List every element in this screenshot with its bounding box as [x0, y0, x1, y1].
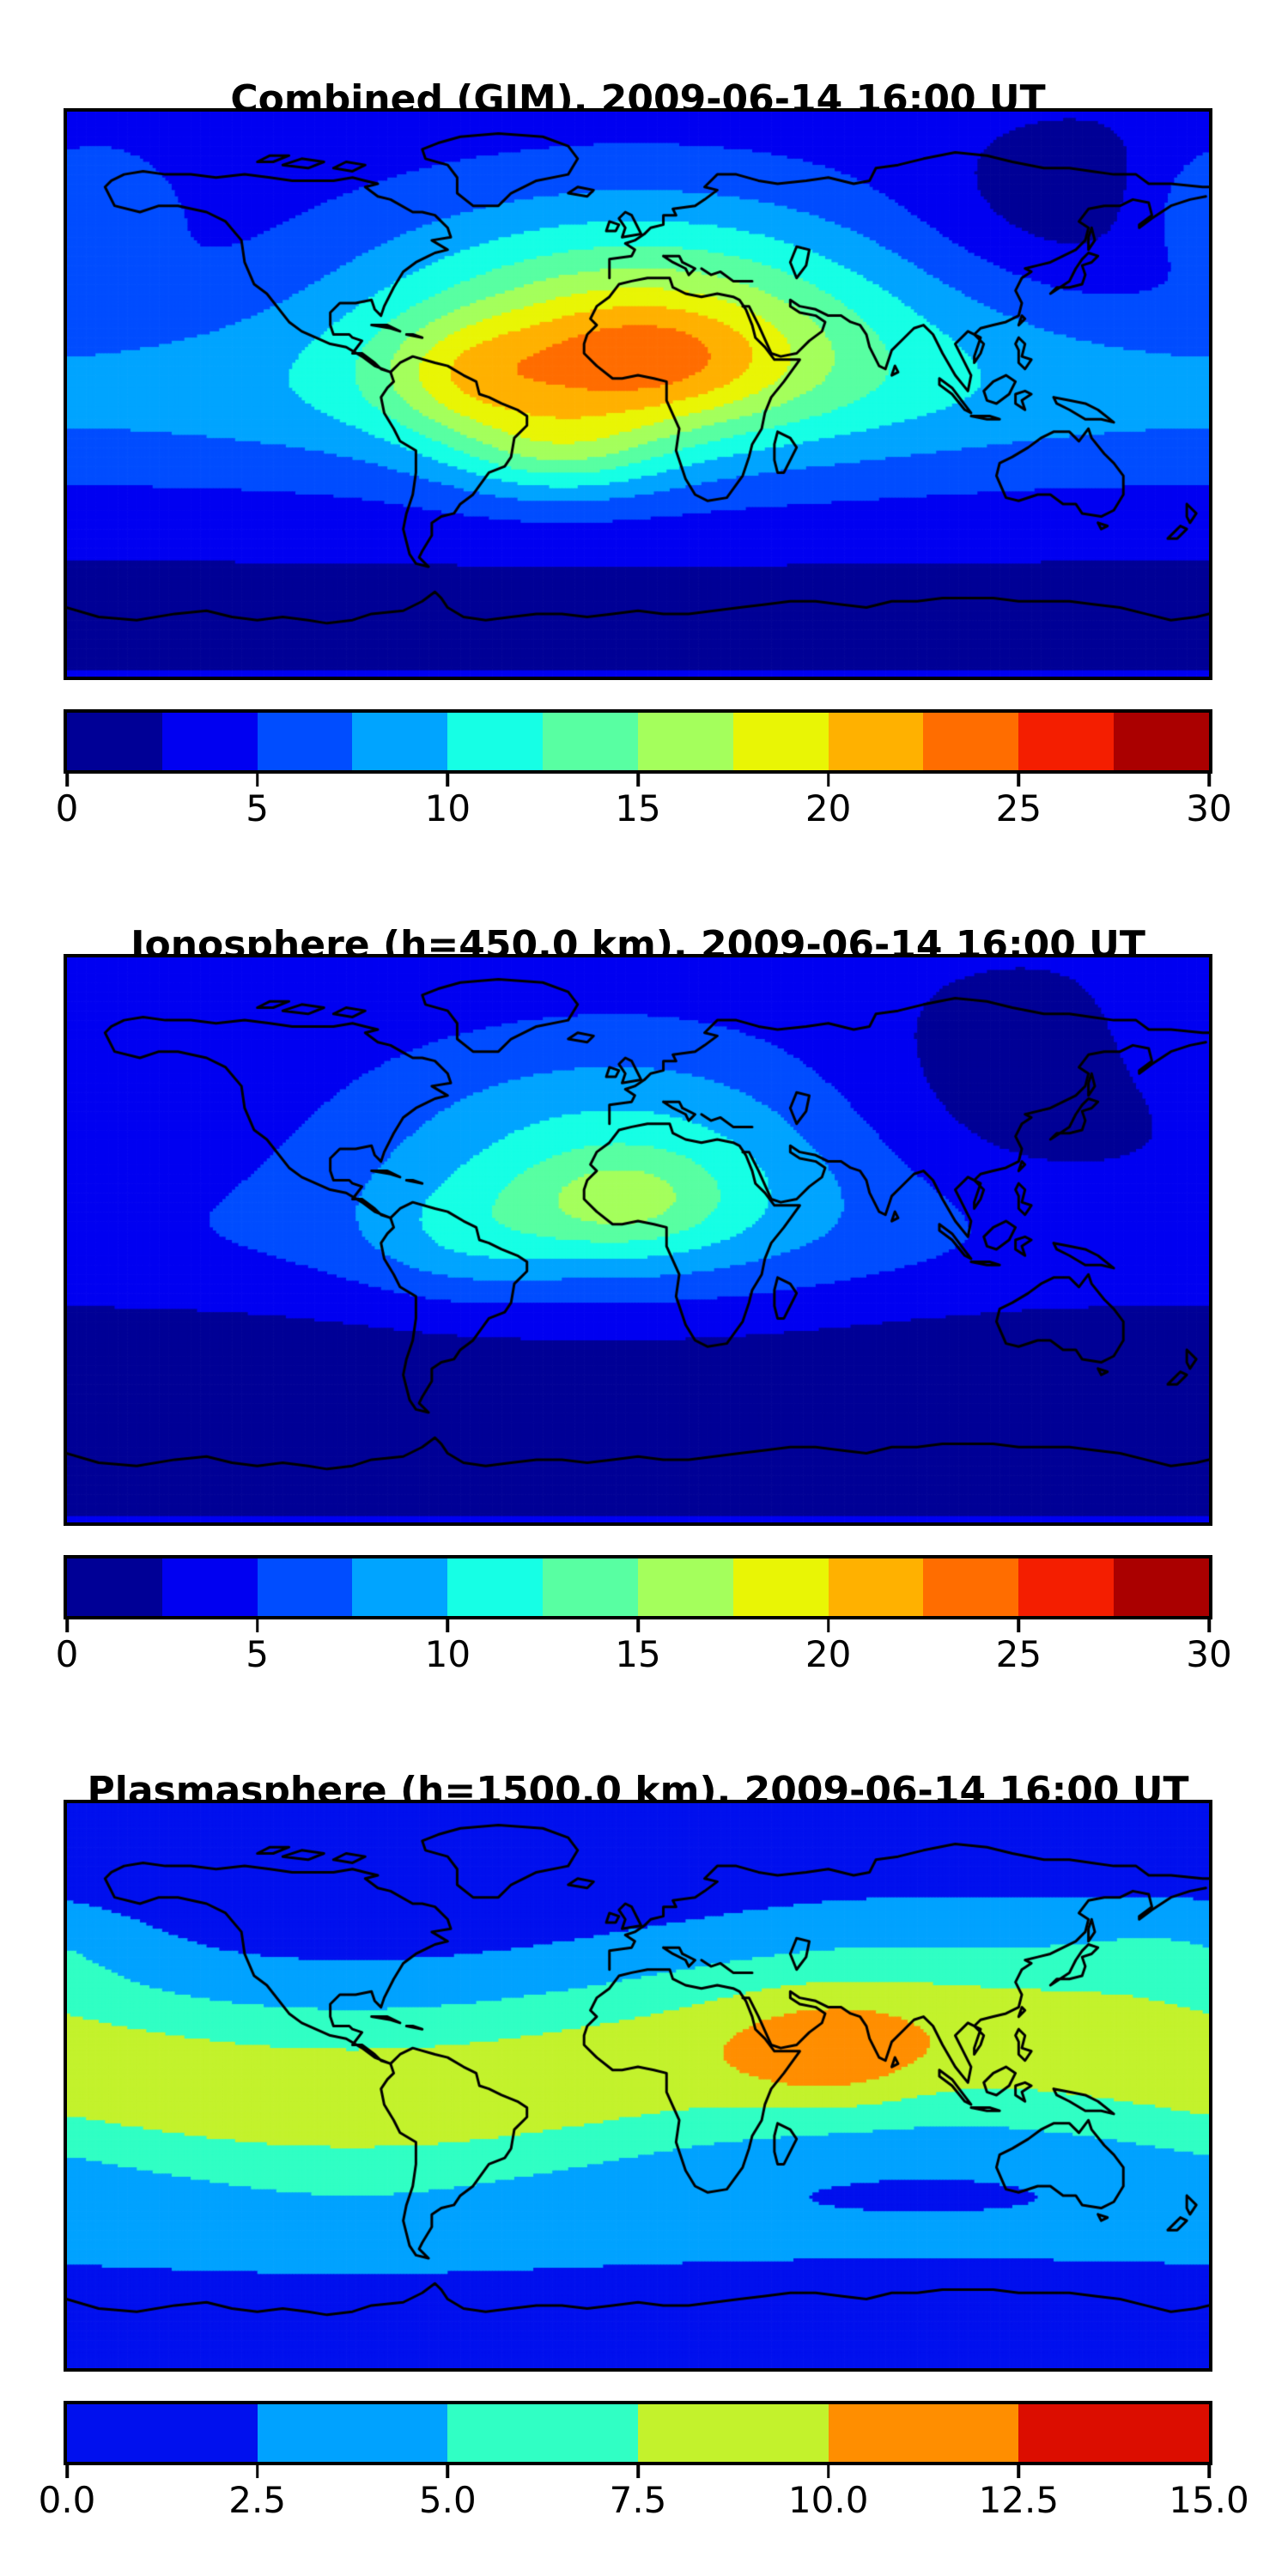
colorbar-tick-mark — [65, 2465, 69, 2478]
colorbar-labels-combined: 0 5 10 15 20 25 30 — [56, 787, 1232, 835]
colorbar-tick-mark — [636, 1619, 640, 1632]
colorbar-segment — [637, 713, 733, 770]
colorbar-segment — [732, 713, 829, 770]
colorbar-tick-mark — [1017, 2465, 1021, 2478]
colorbar-tick-label: 15 — [615, 787, 661, 829]
colorbar-segment — [543, 713, 638, 770]
colorbar-segment — [352, 1558, 448, 1616]
colorbar-tick-mark — [636, 774, 640, 787]
colorbar-tick-mark — [1207, 2465, 1211, 2478]
colorbar-swatches-ionosphere — [67, 1558, 1209, 1616]
colorbar-segment — [257, 713, 353, 770]
colorbar-tick-label: 10 — [424, 1633, 471, 1675]
colorbar-segment — [257, 1558, 353, 1616]
colorbar-tick-label: 15 — [615, 1633, 661, 1675]
panel-combined: Combined (GIM), 2009-06-14 16:00 UT 0 5 10… — [0, 0, 1288, 846]
colorbar-segment — [923, 713, 1019, 770]
colorbar-tick-mark — [446, 774, 450, 787]
colorbar-tick-mark — [1017, 774, 1021, 787]
colorbar-tick-label: 25 — [995, 787, 1042, 829]
colorbar-segment — [1114, 713, 1209, 770]
colorbar-tick-label: 0 — [55, 1633, 79, 1675]
colorbar-tick-mark — [65, 774, 69, 787]
panel-ionosphere: Ionosphere (h=450.0 km), 2009-06-14 16:0… — [0, 0, 1288, 1675]
colorbar-tick-mark — [255, 774, 259, 787]
colorbar-segment — [67, 2404, 258, 2462]
colorbar-tick-label: 30 — [1186, 1633, 1232, 1675]
colorbar-segment — [447, 2404, 639, 2462]
colorbar-tick-mark — [1017, 1619, 1021, 1632]
colorbar-segment — [923, 1558, 1019, 1616]
colorbar-tick-label: 5 — [246, 1633, 270, 1675]
colorbar-swatches-combined — [67, 713, 1209, 770]
plasmasphere-map-canvas — [67, 1803, 1209, 2368]
colorbar-tick-mark — [65, 1619, 69, 1632]
colorbar-tick-label: 5.0 — [418, 2479, 477, 2521]
colorbar-segment — [828, 713, 924, 770]
colorbar-segment — [257, 2404, 448, 2462]
colorbar-segment — [828, 2404, 1019, 2462]
colorbar-segment — [161, 1558, 258, 1616]
colorbar-segment — [1018, 713, 1115, 770]
colorbar-tick-label: 15.0 — [1169, 2479, 1249, 2521]
colorbar-segment — [828, 1558, 924, 1616]
colorbar-tick-label: 5 — [246, 787, 270, 829]
combined-map-canvas — [67, 112, 1209, 677]
colorbar-segment — [637, 1558, 733, 1616]
colorbar-segment — [543, 1558, 638, 1616]
colorbar-segment — [67, 1558, 162, 1616]
colorbar-tick-mark — [446, 1619, 450, 1632]
colorbar-tick-mark — [446, 2465, 450, 2478]
colorbar-ticks-plasmasphere — [65, 2465, 1211, 2480]
colorbar-segment — [447, 713, 544, 770]
colorbar-tick-mark — [255, 1619, 259, 1632]
colorbar-tick-mark — [1207, 774, 1211, 787]
colorbar-tick-label: 30 — [1186, 787, 1232, 829]
colorbar-tick-mark — [1207, 1619, 1211, 1632]
colorbar-segment — [352, 713, 448, 770]
colorbar-tick-label: 12.5 — [978, 2479, 1060, 2521]
colorbar-segment — [161, 713, 258, 770]
colorbar-segment — [732, 1558, 829, 1616]
colorbar-swatches-plasmasphere — [67, 2404, 1210, 2462]
colorbar-tick-label: 25 — [995, 1633, 1042, 1675]
colorbar-segment — [1018, 2404, 1210, 2462]
colorbar-tick-label: 20 — [805, 787, 852, 829]
ionosphere-map-canvas — [67, 957, 1209, 1522]
colorbar-tick-label: 10 — [424, 787, 471, 829]
colorbar-segment — [447, 1558, 544, 1616]
colorbar-tick-mark — [826, 774, 830, 787]
colorbar-segment — [638, 2404, 829, 2462]
colorbar-tick-label: 7.5 — [609, 2479, 667, 2521]
colorbar-tick-label: 20 — [805, 1633, 852, 1675]
colorbar-tick-label: 2.5 — [228, 2479, 287, 2521]
colorbar-segment — [1018, 1558, 1115, 1616]
panel-plasmasphere: Plasmasphere (h=1500.0 km), 2009-06-14 1… — [0, 0, 1288, 2521]
colorbar-ticks-combined — [65, 774, 1211, 788]
colorbar-segment — [67, 713, 162, 770]
colorbar-tick-mark — [826, 2465, 830, 2478]
colorbar-tick-mark — [255, 2465, 259, 2478]
colorbar-tick-label: 10.0 — [787, 2479, 869, 2521]
colorbar-labels-plasmasphere: 0.0 2.5 5.0 7.5 10.0 12.5 15.0 — [39, 2478, 1249, 2526]
colorbar-labels-ionosphere: 0 5 10 15 20 25 30 — [56, 1632, 1232, 1680]
colorbar-tick-mark — [636, 2465, 640, 2478]
colorbar-tick-mark — [826, 1619, 830, 1632]
colorbar-segment — [1114, 1558, 1209, 1616]
colorbar-ticks-ionosphere — [65, 1619, 1211, 1634]
colorbar-tick-label: 0.0 — [38, 2479, 96, 2521]
colorbar-tick-label: 0 — [55, 787, 79, 829]
